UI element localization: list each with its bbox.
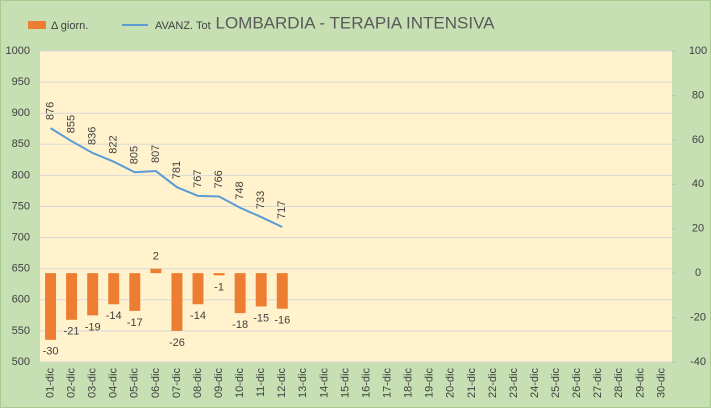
data-label: -17 xyxy=(127,317,143,329)
data-label: -30 xyxy=(43,346,59,358)
bar xyxy=(234,273,246,314)
x-tick-label: 26-dic xyxy=(571,368,583,398)
x-tick-label: 27-dic xyxy=(592,368,604,398)
y-tick-label: 850 xyxy=(12,138,30,150)
x-tick-label: 25-dic xyxy=(550,368,562,398)
x-tick-label: 13-dic xyxy=(297,368,309,398)
x-tick-label: 10-dic xyxy=(234,368,246,398)
x-tick-label: 18-dic xyxy=(403,368,415,398)
y-tick-label: 750 xyxy=(12,200,30,212)
x-tick-label: 07-dic xyxy=(171,368,183,398)
data-label: 767 xyxy=(192,170,204,188)
x-tick-label: 19-dic xyxy=(424,368,436,398)
x-tick-label: 08-dic xyxy=(192,368,204,398)
y-tick-label: 1000 xyxy=(6,45,30,57)
data-label: -14 xyxy=(190,310,206,322)
x-tick-label: 11-dic xyxy=(255,368,267,398)
data-label: 805 xyxy=(129,146,141,164)
data-label: -18 xyxy=(232,319,248,331)
x-tick-label: 30-dic xyxy=(655,368,667,398)
y2-tick-label: 100 xyxy=(689,45,707,57)
y2-tick-label: 60 xyxy=(692,134,704,146)
bar xyxy=(276,273,288,309)
x-tick-label: 22-dic xyxy=(487,368,499,398)
bar xyxy=(171,273,183,331)
data-label: -26 xyxy=(169,337,185,349)
chart-title: LOMBARDIA - TERAPIA INTENSIVA xyxy=(216,13,496,32)
x-tick-label: 05-dic xyxy=(129,368,141,398)
data-label: -1 xyxy=(214,281,224,293)
data-label: 822 xyxy=(108,135,120,153)
x-tick-label: 06-dic xyxy=(150,368,162,398)
y-tick-label: 950 xyxy=(12,76,30,88)
data-label: 781 xyxy=(171,161,183,179)
data-label: 2 xyxy=(153,251,159,263)
x-tick-label: 16-dic xyxy=(360,368,372,398)
y-tick-label: 600 xyxy=(12,294,30,306)
x-tick-label: 29-dic xyxy=(634,368,646,398)
y-tick-label: 700 xyxy=(12,232,30,244)
y2-tick-label: 80 xyxy=(692,89,704,101)
bar xyxy=(129,273,141,311)
x-tick-label: 01-dic xyxy=(44,368,56,398)
data-label: -15 xyxy=(253,312,269,324)
data-label: 733 xyxy=(255,191,267,209)
x-tick-label: 14-dic xyxy=(318,368,330,398)
bar xyxy=(87,273,99,316)
bar xyxy=(66,273,78,320)
x-tick-label: 23-dic xyxy=(508,368,520,398)
y-tick-label: 550 xyxy=(12,325,30,337)
x-tick-label: 21-dic xyxy=(466,368,478,398)
x-tick-label: 20-dic xyxy=(445,368,457,398)
data-label: 766 xyxy=(213,170,225,188)
bar xyxy=(255,273,267,307)
line xyxy=(50,127,283,228)
legend-label: Δ giorn. xyxy=(51,20,88,32)
x-tick-label: 28-dic xyxy=(613,368,625,398)
data-label: -16 xyxy=(274,315,290,327)
x-tick-label: 02-dic xyxy=(66,368,78,398)
data-label: 748 xyxy=(234,181,246,199)
x-tick-label: 17-dic xyxy=(382,368,394,398)
bar xyxy=(213,273,225,276)
data-label: 836 xyxy=(87,127,99,145)
y-tick-label: 800 xyxy=(12,169,30,181)
y2-tick-label: 40 xyxy=(692,178,704,190)
bar xyxy=(150,268,162,274)
y-tick-label: 900 xyxy=(12,107,30,119)
x-tick-label: 03-dic xyxy=(87,368,99,398)
y-tick-label: 650 xyxy=(12,263,30,275)
data-label: 855 xyxy=(66,115,78,133)
x-tick-label: 12-dic xyxy=(276,368,288,398)
x-tick-label: 09-dic xyxy=(213,368,225,398)
data-label: -14 xyxy=(106,310,122,322)
data-label: 807 xyxy=(150,145,162,163)
y2-tick-label: 20 xyxy=(692,223,704,235)
x-tick-label: 24-dic xyxy=(529,368,541,398)
legend-swatch xyxy=(28,21,46,29)
x-tick-label: 15-dic xyxy=(339,368,351,398)
legend-label: AVANZ. Tot xyxy=(155,20,211,32)
x-tick-label: 04-dic xyxy=(108,368,120,398)
y2-tick-label: -40 xyxy=(690,356,706,368)
data-label: -19 xyxy=(85,321,101,333)
bar xyxy=(108,273,120,305)
y2-tick-label: -20 xyxy=(690,311,706,323)
data-label: -21 xyxy=(64,326,80,338)
bar xyxy=(192,273,204,305)
y-tick-label: 500 xyxy=(12,356,30,368)
data-label: 876 xyxy=(44,102,56,120)
y2-tick-label: 0 xyxy=(695,267,701,279)
data-label: 717 xyxy=(276,201,288,219)
bar xyxy=(45,273,57,340)
